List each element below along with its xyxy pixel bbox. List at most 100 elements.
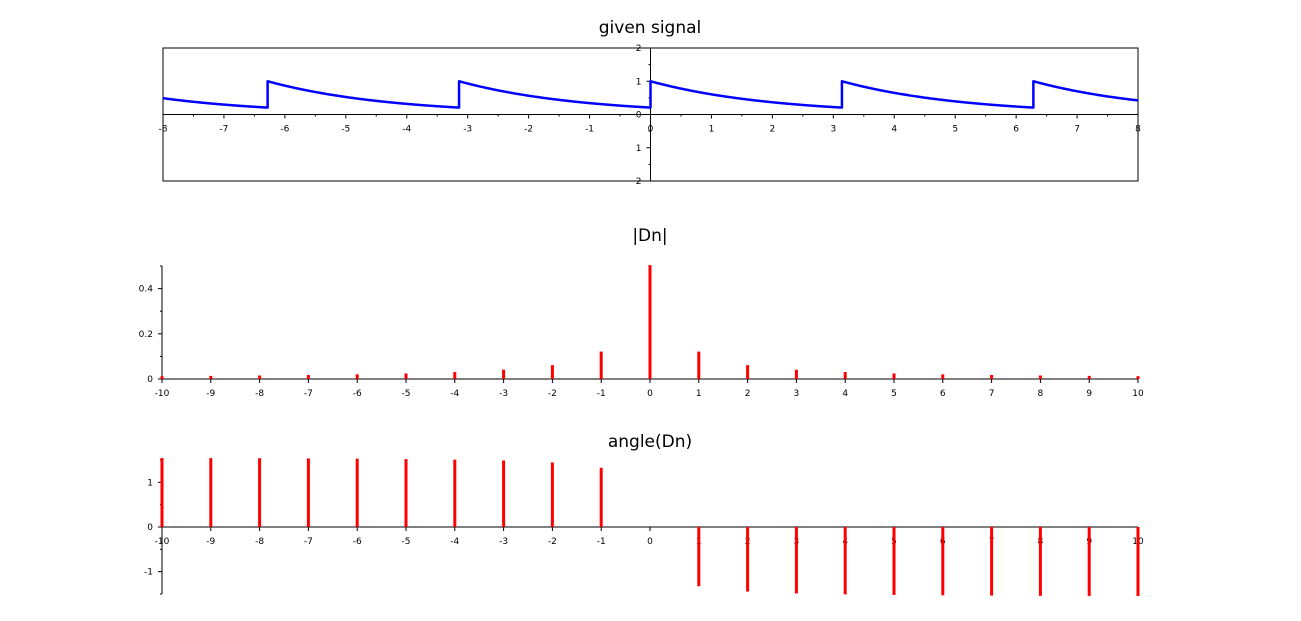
angle-y-tick-label: 1 [147, 478, 153, 488]
angle-stem [1038, 527, 1042, 596]
magnitude-stem [990, 375, 994, 379]
signal-series-line [162, 80, 1139, 109]
magnitude-x-tick-label: 8 [1038, 389, 1044, 399]
angle-y-tick-label: 0 [147, 523, 153, 533]
magnitude-stem [794, 369, 798, 379]
magnitude-x-tick-label: 10 [1132, 389, 1144, 399]
angle-stem [990, 527, 994, 596]
signal-plot-title: given signal [599, 18, 702, 38]
magnitude-stem [892, 373, 896, 379]
magnitude-x-tick-label: -5 [402, 389, 411, 399]
signal-x-tick-label: -8 [159, 125, 168, 135]
signal-x-tick-label: 0 [648, 125, 654, 135]
signal-x-tick-label: -4 [402, 125, 411, 135]
angle-stem [941, 527, 945, 596]
magnitude-stem [843, 372, 847, 379]
signal-x-tick-label: 3 [830, 125, 836, 135]
magnitude-x-tick-label: -2 [548, 389, 557, 399]
magnitude-x-tick-label: 4 [842, 389, 848, 399]
magnitude-x-tick-label: -10 [155, 389, 170, 399]
angle-x-tick-label: 0 [647, 537, 653, 547]
magnitude-plot-title: |Dn| [632, 226, 667, 246]
angle-stem [502, 460, 506, 527]
magnitude-x-tick-label: 1 [696, 389, 702, 399]
signal-x-tick-label: 6 [1013, 125, 1019, 135]
angle-stem [258, 458, 262, 527]
angle-stem [453, 459, 457, 527]
magnitude-x-tick-label: -6 [353, 389, 362, 399]
magnitude-x-tick-label: -3 [499, 389, 508, 399]
magnitude-stem [648, 265, 652, 379]
signal-x-tick-label: 7 [1074, 125, 1080, 135]
magnitude-x-tick-label: -1 [597, 389, 606, 399]
signal-x-tick-label: -7 [219, 125, 228, 135]
magnitude-plot: |Dn| -10 -9 -8 -7 -6 -5 -4 -3 -2 -1 0 1 2 3 4 5 6 7 8 9 1000… [139, 226, 1144, 399]
signal-x-tick-label: -6 [280, 125, 289, 135]
magnitude-x-tick-label: 0 [647, 389, 653, 399]
angle-x-tick-label: -5 [402, 537, 411, 547]
angle-x-tick-label: -4 [450, 537, 459, 547]
magnitude-x-tick-label: -4 [450, 389, 459, 399]
magnitude-stem [209, 375, 213, 379]
signal-y-tick-label: 1 [636, 77, 642, 87]
magnitude-stem [697, 351, 701, 379]
angle-stem [892, 527, 896, 595]
magnitude-stem [599, 351, 603, 379]
magnitude-stem [404, 373, 408, 379]
magnitude-x-tick-label: 9 [1086, 389, 1092, 399]
magnitude-x-tick-label: -7 [304, 389, 313, 399]
magnitude-x-tick-label: 6 [940, 389, 946, 399]
signal-x-tick-label: 8 [1135, 125, 1141, 135]
signal-y-tick-label: 0 [636, 111, 642, 121]
signal-y-tick-label: 2 [636, 177, 642, 187]
signal-x-tick-label: 4 [891, 125, 897, 135]
magnitude-stem [1087, 375, 1091, 379]
signal-plot: given signal -8 -7 -6 -5 -4 -3 -2 -1 0 1 2 3 4 5 6 7 821… [159, 18, 1142, 187]
angle-stem [209, 458, 213, 527]
magnitude-stem [306, 375, 310, 379]
magnitude-y-tick-label: 0.2 [139, 330, 153, 340]
angle-x-tick-label: -6 [353, 537, 362, 547]
angle-stem [306, 458, 310, 527]
signal-x-tick-label: 5 [952, 125, 958, 135]
angle-stem [404, 459, 408, 527]
angle-x-tick-label: -9 [206, 537, 215, 547]
magnitude-y-tick-label: 0.4 [139, 285, 154, 295]
magnitude-x-tick-label: 5 [891, 389, 897, 399]
magnitude-x-tick-label: 2 [745, 389, 751, 399]
angle-stem [1087, 527, 1091, 596]
angle-stem [843, 527, 847, 595]
magnitude-stem [746, 365, 750, 379]
magnitude-stem [1136, 376, 1140, 379]
magnitude-stem [502, 369, 506, 379]
magnitude-stem [1038, 375, 1042, 379]
signal-x-tick-label: -3 [463, 125, 472, 135]
magnitude-stem [355, 374, 359, 379]
angle-plot: angle(Dn) -10-9-8-7-6-5-4-3-2-1012345678… [144, 432, 1144, 597]
angle-x-tick-label: -2 [548, 537, 557, 547]
magnitude-y-tick-label: 0 [147, 375, 153, 385]
angle-stem [794, 527, 798, 594]
angle-stem [1136, 527, 1140, 597]
angle-plot-title: angle(Dn) [608, 432, 692, 452]
angle-stem [599, 467, 603, 527]
signal-y-tick-label: 1 [636, 144, 642, 154]
magnitude-x-tick-label: -9 [206, 389, 215, 399]
signal-x-tick-label: -5 [341, 125, 350, 135]
magnitude-x-tick-label: -8 [255, 389, 264, 399]
angle-stem [355, 458, 359, 527]
angle-stem [160, 457, 164, 527]
signal-x-tick-label: 2 [770, 125, 776, 135]
magnitude-x-tick-label: 3 [794, 389, 800, 399]
angle-x-tick-label: -7 [304, 537, 313, 547]
magnitude-stem [258, 375, 262, 379]
magnitude-stem [453, 372, 457, 379]
signal-x-tick-label: -1 [585, 125, 594, 135]
signal-x-tick-label: 1 [709, 125, 715, 135]
magnitude-x-tick-label: 7 [989, 389, 995, 399]
angle-x-tick-label: -3 [499, 537, 508, 547]
angle-y-tick-label: -1 [144, 568, 153, 578]
angle-stem [697, 527, 701, 587]
magnitude-stem [941, 374, 945, 379]
